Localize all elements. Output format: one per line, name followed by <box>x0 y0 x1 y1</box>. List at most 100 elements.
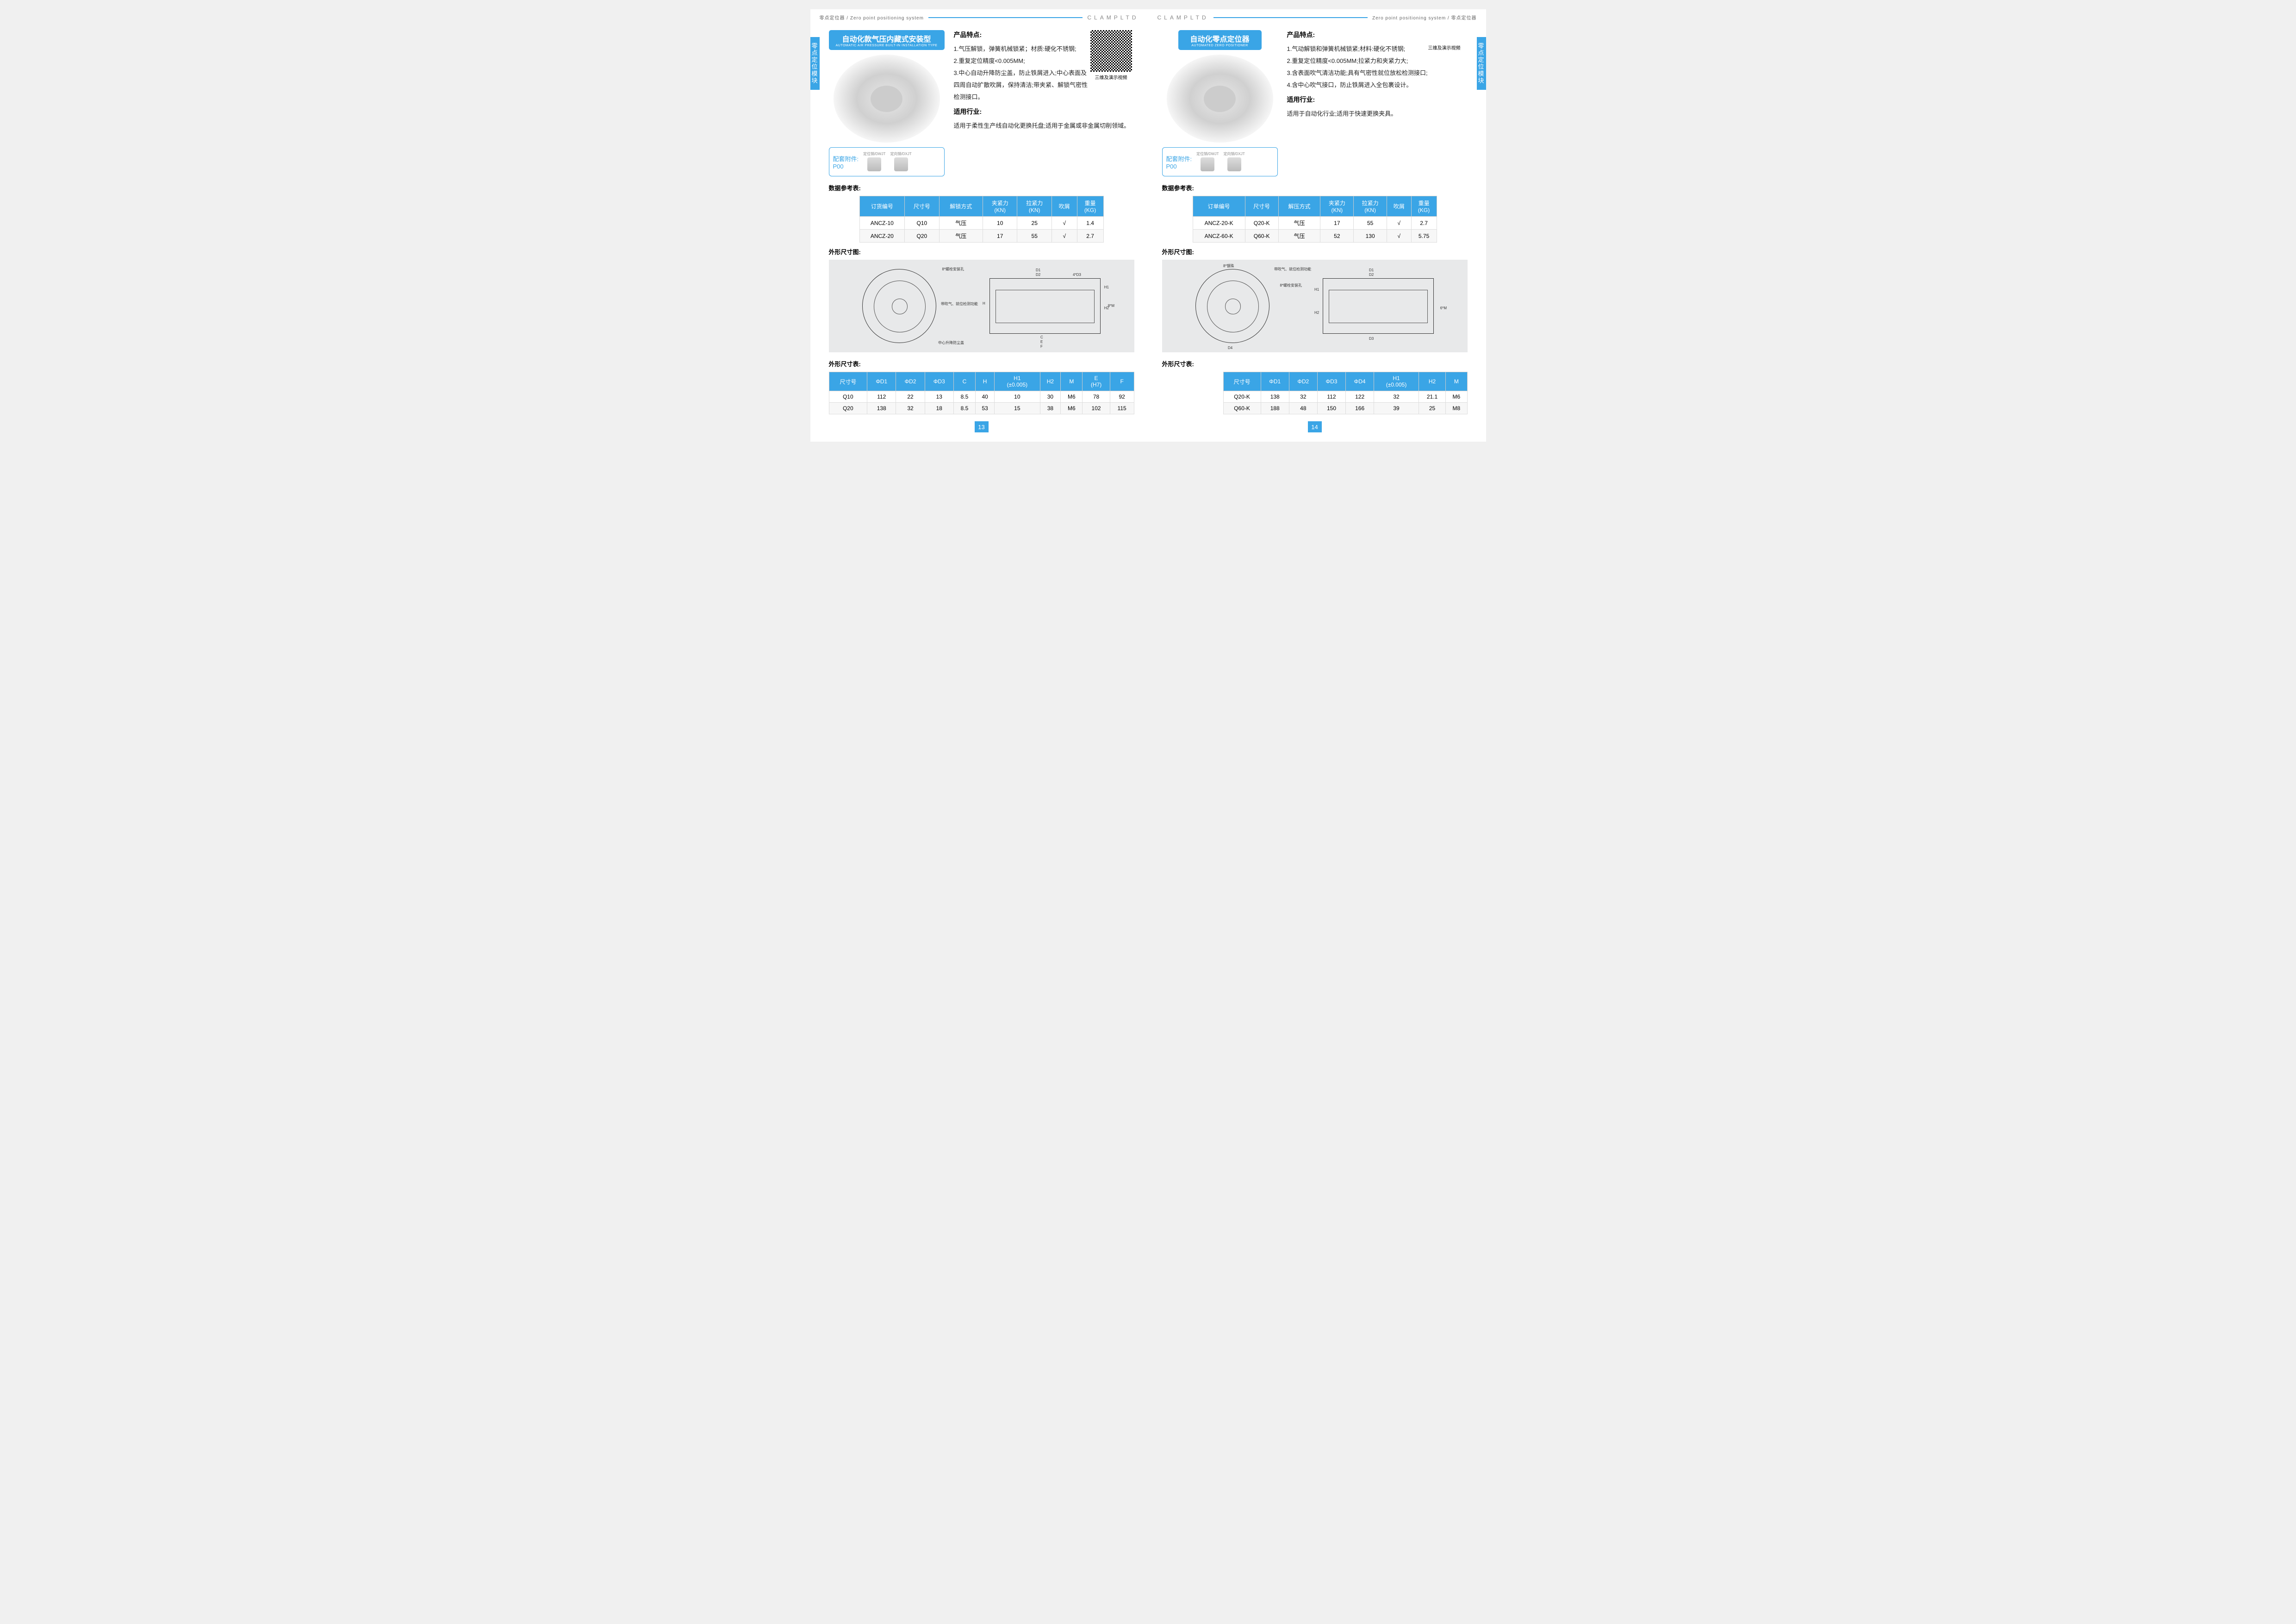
table-cell: 气压 <box>939 230 983 243</box>
table-header: 尺寸号 <box>905 196 939 217</box>
table-header: 重量(KG) <box>1411 196 1437 217</box>
table-cell: 8.5 <box>953 391 975 403</box>
dim-label: C <box>1040 335 1043 339</box>
table-cell: M8 <box>1446 403 1467 414</box>
dim-label: H1 <box>1104 285 1109 289</box>
table-cell: M6 <box>1061 403 1083 414</box>
dim-label: 8*M <box>1108 304 1114 308</box>
table-cell: Q20 <box>829 403 867 414</box>
dim-label: D4 <box>1228 346 1232 350</box>
table-cell: 115 <box>1110 403 1134 414</box>
drawing-top-view <box>1195 269 1269 343</box>
table-cell: 1.4 <box>1077 217 1103 230</box>
pin-icon <box>867 157 881 171</box>
title-main: 自动化零点定位器 <box>1183 33 1257 44</box>
table-cell: 32 <box>1289 391 1317 403</box>
table-header: 吹屑 <box>1052 196 1077 217</box>
table-header: 拉紧力(KN) <box>1017 196 1052 217</box>
table-header: ΦD4 <box>1346 372 1374 391</box>
table-header: H2 <box>1419 372 1445 391</box>
table-cell: 气压 <box>939 217 983 230</box>
industry-text: 适用于自动化行业;适用于快速更换夹具。 <box>1287 108 1468 120</box>
table-cell: ANCZ-10 <box>859 217 905 230</box>
title-badge-left: 自动化款气压内藏式安装型 AUTOMATIC AIR PRESSURE BUIL… <box>829 30 945 50</box>
table-cell: 22 <box>896 391 925 403</box>
table-cell: Q20 <box>905 230 939 243</box>
dim-label: F <box>1040 344 1043 349</box>
table-header: H2 <box>1040 372 1061 391</box>
drawing-area-right: 8*钢珠 带吹气、就位检测功能 8*螺栓安装孔 D4 D1 D2 H1 H2 6… <box>1162 260 1468 352</box>
feature-line: 2.重复定位精度<0.005MM;拉紧力和夹紧力大; <box>1287 55 1468 67</box>
table-header: 重量(KG) <box>1077 196 1103 217</box>
accessory-label: 配套附件: P00 <box>1166 154 1192 170</box>
table-cell: 122 <box>1346 391 1374 403</box>
dim-label: 6*M <box>1440 306 1447 310</box>
table-cell: √ <box>1052 217 1077 230</box>
table-header: H <box>976 372 995 391</box>
table-cell: 92 <box>1110 391 1134 403</box>
table-row: ANCZ-60-KQ60-K气压52130√5.75 <box>1193 230 1437 243</box>
qr-label: 三维及演示视频 <box>1088 74 1134 81</box>
table-cell: Q60-K <box>1245 230 1278 243</box>
table-header: ΦD2 <box>896 372 925 391</box>
table-cell: √ <box>1052 230 1077 243</box>
header-divider <box>928 17 1083 18</box>
table-cell: 40 <box>976 391 995 403</box>
table-row: ANCZ-20-KQ20-K气压1755√2.7 <box>1193 217 1437 230</box>
drawing-annotation: 中心升降防尘盖 <box>938 340 964 345</box>
table-cell: 30 <box>1040 391 1061 403</box>
table-cell: 18 <box>925 403 953 414</box>
table-cell: 32 <box>896 403 925 414</box>
accessory-box: 配套附件: P00 定位销/DWJT 定向销/DXJT <box>829 147 945 176</box>
table-cell: 55 <box>1017 230 1052 243</box>
accessory-box: 配套附件: P00 定位销/DWJT 定向销/DXJT <box>1162 147 1278 176</box>
table-header: F <box>1110 372 1134 391</box>
table-row: ANCZ-10Q10气压1025√1.4 <box>859 217 1103 230</box>
data-table-heading: 数据参考表: <box>829 183 1134 192</box>
table-cell: 25 <box>1419 403 1445 414</box>
dim-table-heading: 外形尺寸表: <box>1162 359 1468 368</box>
table-row: Q60-K188481501663925M8 <box>1223 403 1467 414</box>
table-cell: 2.7 <box>1411 217 1437 230</box>
table-cell: 188 <box>1261 403 1289 414</box>
dim-table-right: 尺寸号ΦD1ΦD2ΦD3ΦD4H1(±0.005)H2M Q20-K138321… <box>1223 372 1468 414</box>
data-table-left: 订货编号尺寸号解锁方式夹紧力(KN)拉紧力(KN)吹屑重量(KG) ANCZ-1… <box>859 196 1104 243</box>
accessory-item-1: 定位销/DWJT <box>863 151 885 172</box>
data-table-right: 订单编号尺寸号解压方式夹紧力(KN)拉紧力(KN)吹屑重量(KG) ANCZ-2… <box>1193 196 1437 243</box>
table-header: 订货编号 <box>859 196 905 217</box>
pin-icon <box>1201 157 1214 171</box>
feature-line: 4.含中心吹气接口，防止铁屑进入全包裹设计。 <box>1287 79 1468 91</box>
industry-heading: 适用行业: <box>954 107 1134 116</box>
table-header: 拉紧力(KN) <box>1354 196 1387 217</box>
table-cell: M6 <box>1061 391 1083 403</box>
table-cell: 102 <box>1083 403 1110 414</box>
qr-label: 三维及演示视频 <box>1421 44 1468 51</box>
table-cell: 52 <box>1320 230 1354 243</box>
drawing-side-view <box>1323 278 1434 334</box>
dim-label: D1 <box>1369 268 1374 272</box>
qr-code-icon <box>1090 30 1132 72</box>
table-cell: 78 <box>1083 391 1110 403</box>
table-header: ΦD3 <box>925 372 953 391</box>
drawing-annotation: 8*螺栓安装孔 <box>1280 283 1302 288</box>
dim-label: H <box>983 301 985 306</box>
table-cell: 气压 <box>1278 217 1320 230</box>
table-cell: M6 <box>1446 391 1467 403</box>
table-row: Q2013832188.5531538M6102115 <box>829 403 1134 414</box>
page-number: 14 <box>1308 421 1322 432</box>
product-image-left <box>834 55 940 143</box>
table-cell: √ <box>1387 217 1412 230</box>
dim-table-heading: 外形尺寸表: <box>829 359 1134 368</box>
title-main: 自动化款气压内藏式安装型 <box>834 33 940 44</box>
dim-table-left: 尺寸号ΦD1ΦD2ΦD3CHH1(±0.005)H2ME(H7)F Q10112… <box>829 372 1134 414</box>
table-cell: 38 <box>1040 403 1061 414</box>
table-cell: 17 <box>1320 217 1354 230</box>
dim-drawing-heading: 外形尺寸图: <box>1162 247 1468 256</box>
drawing-annotation: 8*钢珠 <box>1223 263 1234 269</box>
table-cell: √ <box>1387 230 1412 243</box>
table-header: 吹屑 <box>1387 196 1412 217</box>
header-left-text: 零点定位器 / Zero point positioning system <box>820 14 924 21</box>
table-row: ANCZ-20Q20气压1755√2.7 <box>859 230 1103 243</box>
header-divider <box>1213 17 1368 18</box>
pin-icon <box>894 157 908 171</box>
